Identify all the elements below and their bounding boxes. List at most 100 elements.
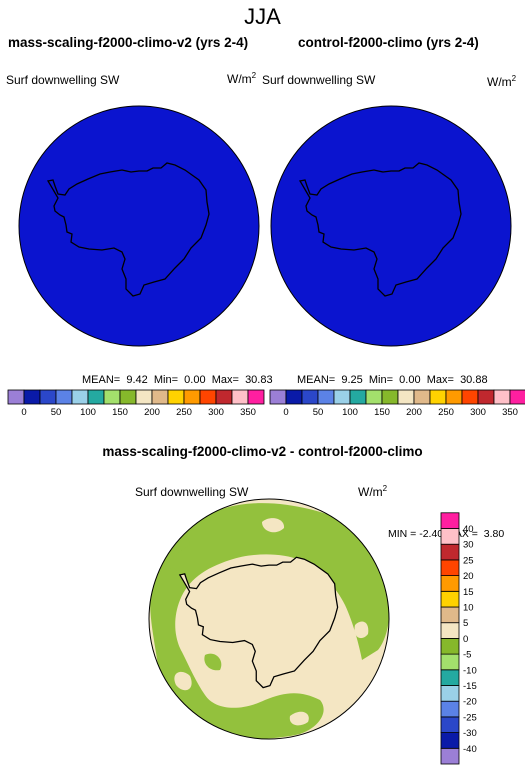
- panel2-map-border: [270, 105, 512, 347]
- panel2-colorbar-swatch: [397, 389, 415, 405]
- panel1-colorbar-swatch: [55, 389, 73, 405]
- panel1-colorbar-label: 250: [176, 407, 192, 418]
- diff-colorbar-label: 0: [463, 634, 468, 645]
- panel1-colorbar-swatch: [231, 389, 249, 405]
- panel2-colorbar-swatch: [285, 389, 303, 405]
- panel2-colorbar-label: 300: [470, 407, 486, 418]
- diff-colorbar-label: -10: [463, 665, 477, 676]
- diff-colorbar-label: 15: [463, 587, 474, 598]
- panel1-colorbar-swatch: [135, 389, 153, 405]
- panel1-colorbar-swatch: [71, 389, 89, 405]
- panel2-colorbar-swatch: [429, 389, 447, 405]
- season-title: JJA: [244, 4, 281, 29]
- diff-colorbar-swatch: [440, 732, 460, 749]
- panel1-colorbar-swatch: [167, 389, 185, 405]
- panel2-colorbar-swatch: [461, 389, 479, 405]
- panel1-units: W/m2: [227, 71, 257, 86]
- panel1-colorbar-swatch: [23, 389, 41, 405]
- panel2-units: W/m2: [487, 74, 517, 89]
- panel2-colorbar-label: 50: [313, 407, 324, 418]
- diff-colorbar-swatch: [440, 543, 460, 561]
- diff-colorbar-label: -5: [463, 650, 471, 661]
- diff-colorbar-swatch: [440, 622, 460, 639]
- panel2-colorbar-swatch: [477, 389, 495, 405]
- diff-colorbar-label: 20: [463, 571, 474, 582]
- diff-colorbar-label: 25: [463, 555, 474, 566]
- panel2-colorbar-swatch: [381, 389, 399, 405]
- panel2-stats: MEAN= 9.25 Min= 0.00 Max= 30.88: [297, 374, 488, 386]
- panel1-colorbar-label: 150: [112, 407, 128, 418]
- diff-colorbar-swatch: [440, 512, 460, 529]
- diff-colorbar-swatch: [440, 606, 460, 624]
- panel1-colorbar-swatch: [247, 389, 265, 405]
- panel1-map: [18, 105, 260, 347]
- panel2-map-disc: [271, 106, 511, 346]
- panel2-colorbar-swatch: [493, 389, 511, 405]
- panel2-colorbar-label: 350: [502, 407, 518, 418]
- diff-colorbar-label: 5: [463, 618, 468, 629]
- panel1-colorbar-swatch: [103, 389, 121, 405]
- panel2-colorbar-label: 250: [438, 407, 454, 418]
- panel1-colorbar-label: 300: [208, 407, 224, 418]
- panel2-colorbar-swatch: [413, 389, 431, 405]
- diff-colorbar-label: 30: [463, 540, 474, 551]
- diff-colorbar-swatch: [440, 700, 460, 718]
- panel2-colorbar-swatch: [445, 389, 463, 405]
- panel2-title: control-f2000-climo (yrs 2-4): [298, 35, 479, 50]
- panel1-colorbar-swatch: [183, 389, 201, 405]
- panel2-colorbar-label: 150: [374, 407, 390, 418]
- panel2-colorbar-swatch: [301, 389, 319, 405]
- panel1-colorbar-swatch: [87, 389, 105, 405]
- diff-colorbar-label: -25: [463, 712, 477, 723]
- panel1-colorbar-label: 200: [144, 407, 160, 418]
- panel2-edge-highlight: [271, 308, 294, 324]
- panel2-colorbar-swatch: [269, 389, 287, 405]
- diff-colorbar-swatch: [440, 653, 460, 671]
- diff-variable-label: Surf downwelling SW: [135, 485, 249, 499]
- diff-colorbar-label: 40: [463, 524, 474, 535]
- diff-colorbar-label: -20: [463, 697, 477, 708]
- top-colorbars: 0 50 100 150 200 250 300 350 0 50 100 150 200 250 300 3…: [7, 389, 525, 418]
- panel1-edge-highlight: [19, 306, 44, 322]
- panel2-colorbar-label: 200: [406, 407, 422, 418]
- diff-colorbar-swatch: [440, 528, 460, 545]
- diff-map-border: [148, 498, 390, 740]
- diff-colorbar-label: -30: [463, 728, 477, 739]
- diff-map: [148, 498, 390, 740]
- panel2-colorbar-swatch: [349, 389, 367, 405]
- panel2-colorbar-swatch: [317, 389, 335, 405]
- diff-colorbar-swatch: [440, 716, 460, 734]
- panel2-colorbar-label: 100: [342, 407, 358, 418]
- panel1-colorbar-label: 350: [240, 407, 256, 418]
- diff-title: mass-scaling-f2000-climo-v2 - control-f2…: [102, 444, 423, 459]
- panel1-map-disc: [19, 106, 259, 346]
- diff-colorbar-swatch: [440, 559, 460, 577]
- diff-colorbar: -40 -30 -25 -20 -15 -10 -5 0 5 10 15 20 25 30 40: [440, 512, 477, 765]
- diff-colorbar-swatch: [440, 747, 460, 765]
- panel1-colorbar-swatch: [39, 389, 57, 405]
- panel2-map: [270, 105, 512, 347]
- diff-colorbar-swatch: [440, 590, 460, 608]
- panel2-colorbar-swatch: [365, 389, 383, 405]
- panel1-title: mass-scaling-f2000-climo-v2 (yrs 2-4): [8, 35, 249, 50]
- panel2-variable-label: Surf downwelling SW: [262, 73, 376, 87]
- panel1-colorbar-swatch: [215, 389, 233, 405]
- diff-colorbar-swatch: [440, 575, 460, 592]
- panel1-colorbar-label: 0: [21, 407, 26, 418]
- diff-units: W/m2: [358, 484, 388, 499]
- panel2-colorbar-swatch: [333, 389, 351, 405]
- diff-colorbar-label: -15: [463, 681, 477, 692]
- panel1-colorbar-label: 50: [51, 407, 62, 418]
- panel1-stats: MEAN= 9.42 Min= 0.00 Max= 30.83: [82, 374, 273, 386]
- diff-colorbar-swatch: [440, 669, 460, 686]
- panel1-colorbar-swatch: [151, 389, 169, 405]
- diff-colorbar-swatch: [440, 638, 460, 655]
- panel1-variable-label: Surf downwelling SW: [6, 73, 120, 87]
- panel1-colorbar-swatch: [7, 389, 25, 405]
- panel1-colorbar-swatch: [119, 389, 137, 405]
- diff-colorbar-swatch: [440, 685, 460, 702]
- panel1-colorbar-swatch: [199, 389, 217, 405]
- diff-colorbar-label: 10: [463, 603, 474, 614]
- panel2-colorbar-label: 0: [283, 407, 288, 418]
- diff-colorbar-label: -40: [463, 744, 477, 755]
